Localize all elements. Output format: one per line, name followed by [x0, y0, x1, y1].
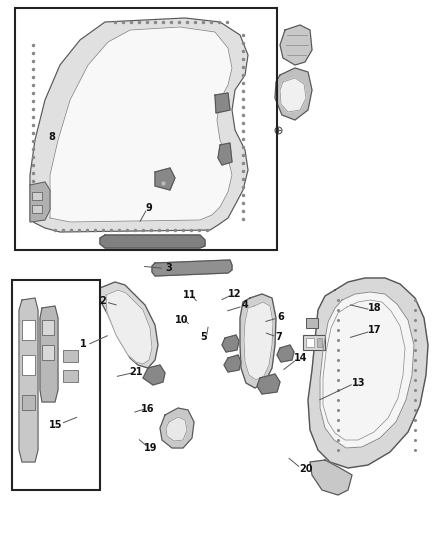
Polygon shape — [280, 78, 306, 112]
Bar — [317, 338, 322, 347]
Polygon shape — [277, 345, 294, 362]
Text: 18: 18 — [367, 303, 381, 312]
Text: 8: 8 — [48, 132, 55, 142]
Bar — [32, 205, 42, 213]
Polygon shape — [100, 235, 205, 248]
Text: 10: 10 — [175, 315, 188, 325]
Bar — [15, 8, 277, 250]
Polygon shape — [30, 18, 248, 232]
Polygon shape — [160, 408, 194, 448]
Polygon shape — [100, 282, 158, 368]
Polygon shape — [308, 278, 428, 468]
Polygon shape — [19, 298, 38, 462]
Polygon shape — [275, 68, 312, 120]
Bar — [42, 345, 54, 360]
Polygon shape — [224, 355, 241, 372]
Bar — [22, 320, 35, 340]
Text: 6: 6 — [278, 312, 285, 322]
Polygon shape — [40, 306, 58, 402]
Bar — [12, 280, 100, 490]
Text: 19: 19 — [145, 443, 158, 453]
Bar — [306, 318, 318, 328]
Polygon shape — [222, 335, 239, 352]
Polygon shape — [215, 93, 230, 113]
Polygon shape — [218, 143, 232, 165]
Bar — [32, 192, 42, 200]
Polygon shape — [155, 168, 175, 190]
Text: 14: 14 — [294, 353, 307, 362]
Text: 20: 20 — [300, 464, 313, 474]
Text: 15: 15 — [49, 421, 63, 430]
Bar — [303, 335, 325, 350]
Text: 5: 5 — [200, 332, 207, 342]
Polygon shape — [240, 294, 276, 388]
Polygon shape — [143, 365, 165, 385]
Text: 11: 11 — [183, 290, 196, 300]
Polygon shape — [152, 260, 232, 276]
Bar — [306, 338, 314, 347]
Polygon shape — [257, 374, 280, 394]
Polygon shape — [106, 290, 152, 364]
Polygon shape — [310, 460, 352, 495]
Bar — [42, 320, 54, 335]
Polygon shape — [320, 292, 414, 448]
Text: 12: 12 — [228, 289, 241, 299]
Text: 9: 9 — [145, 203, 152, 213]
Text: 17: 17 — [368, 326, 381, 335]
Bar — [22, 395, 35, 410]
Polygon shape — [50, 27, 232, 222]
Text: 7: 7 — [275, 332, 282, 342]
Text: 13: 13 — [353, 378, 366, 387]
Polygon shape — [280, 25, 312, 65]
Bar — [22, 355, 35, 375]
Text: 1: 1 — [80, 339, 87, 349]
Text: 3: 3 — [165, 263, 172, 273]
Polygon shape — [244, 302, 273, 380]
Text: 4: 4 — [242, 301, 249, 310]
Text: 16: 16 — [141, 405, 155, 414]
Bar — [63, 350, 78, 362]
Text: 21: 21 — [129, 367, 142, 377]
Polygon shape — [166, 417, 187, 441]
Polygon shape — [30, 182, 50, 222]
Bar — [63, 370, 78, 382]
Text: 2: 2 — [99, 296, 106, 306]
